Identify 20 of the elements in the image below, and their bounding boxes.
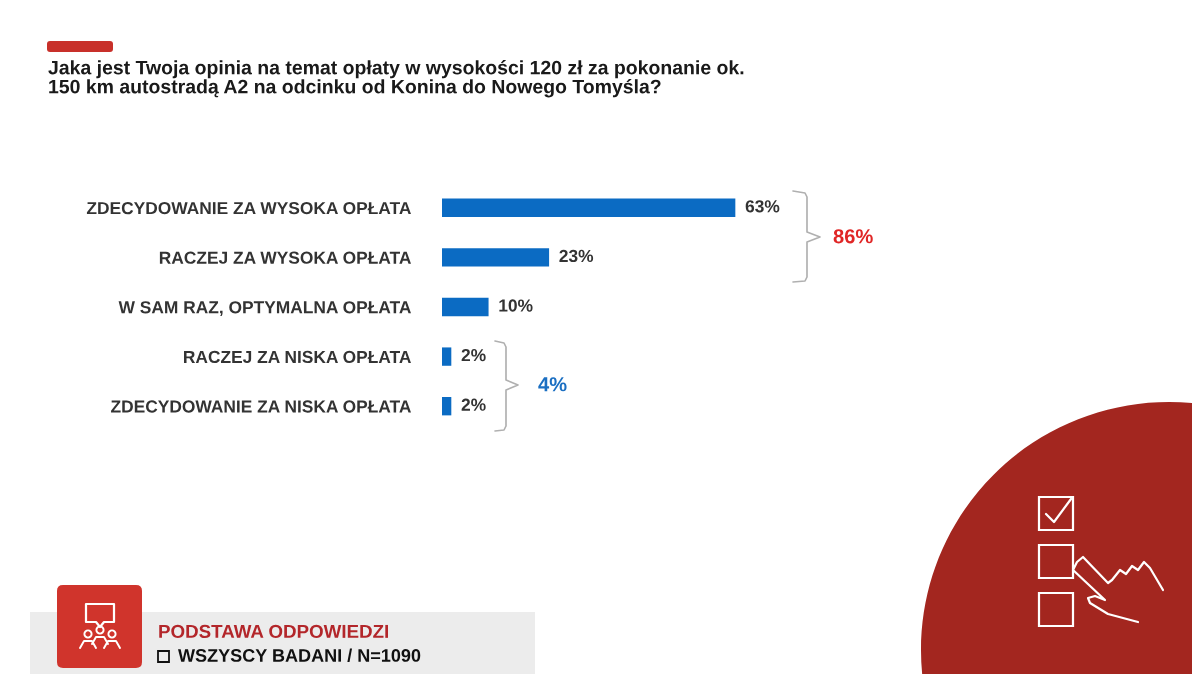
y-tick-label: ZDECYDOWANIE ZA WYSOKA OPŁATA (86, 201, 411, 215)
bar (442, 198, 736, 217)
bar (442, 248, 550, 267)
text: 86% (833, 229, 873, 244)
annotation: 4% (538, 377, 567, 392)
data-label: 23% (559, 249, 594, 263)
y-tick-label: RACZEJ ZA WYSOKA OPŁATA (159, 251, 411, 264)
data-label: 2% (461, 398, 486, 411)
data-label: 2% (461, 348, 486, 362)
text: WSZYSCY BADANI / N=1090 (178, 648, 421, 663)
data-label: 63% (745, 200, 780, 213)
y-tick-label: RACZEJ ZA NISKA OPŁATA (184, 350, 411, 364)
bar (442, 297, 489, 317)
bar (442, 347, 452, 366)
text: PODSTAWA ODPOWIEDZI (159, 624, 389, 639)
data-label: 10% (499, 299, 533, 312)
chart-title: Jaka jest Twoja opinia na temat opłaty w wysokości 120 zł za pokonanie ok. 150 km autostradą A2 na odcinku od Konina do Nowego Tomyśla? (48, 60, 744, 98)
y-tick-label: ZDECYDOWANIE ZA NISKA OPŁATA (111, 400, 411, 413)
bar (442, 397, 452, 416)
y-tick-label: W SAM RAZ, OPTYMALNA OPŁATA (118, 301, 411, 316)
